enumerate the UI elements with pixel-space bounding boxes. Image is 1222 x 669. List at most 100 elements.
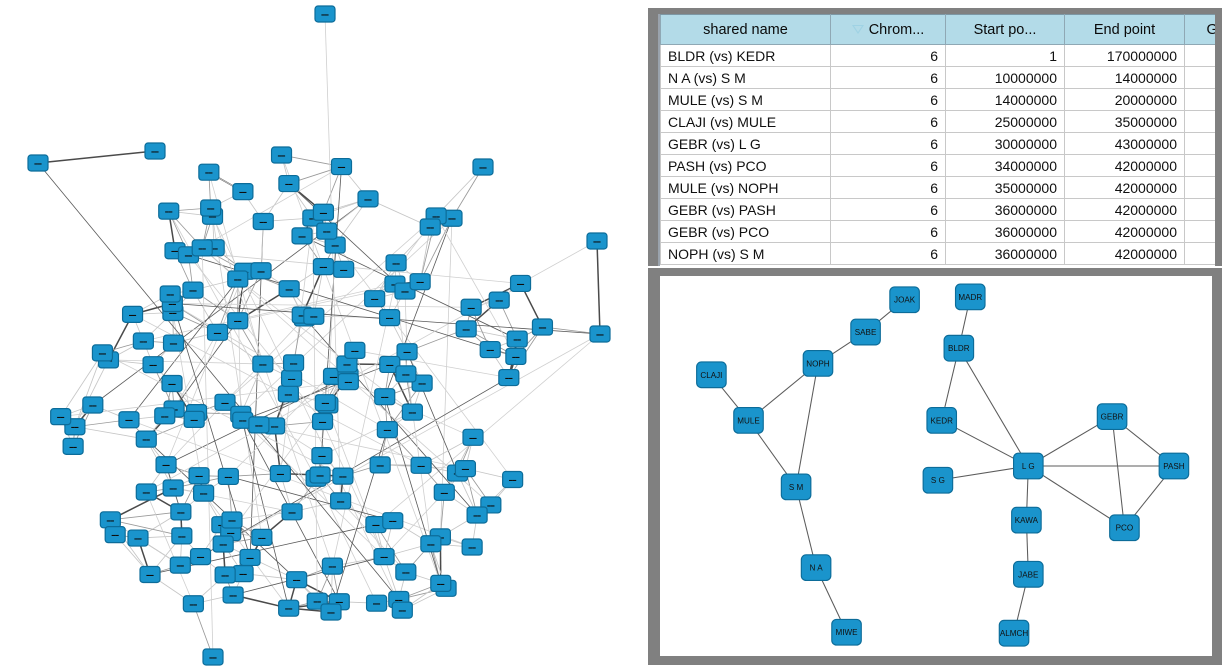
full-network-node-shape[interactable] [182, 595, 204, 613]
full-network-node[interactable]: ▬▬ [461, 538, 483, 556]
subnetwork-node-shape[interactable] [696, 361, 727, 389]
full-network-node[interactable]: ▬▬ [395, 563, 417, 581]
full-network-node[interactable]: ▬▬ [411, 374, 433, 392]
subnetwork-node-shape[interactable] [850, 318, 881, 346]
subnetwork-node[interactable]: SABE [850, 318, 881, 346]
subnetwork-node-shape[interactable] [800, 554, 832, 582]
full-network-node-shape[interactable] [142, 356, 164, 374]
full-network-node[interactable]: ▬▬ [454, 460, 477, 478]
subnetwork-node[interactable]: MULE [733, 407, 764, 434]
full-network-node[interactable]: ▬▬ [460, 298, 482, 316]
full-network-node[interactable]: ▬▬ [364, 290, 386, 308]
full-network-node-shape[interactable] [251, 528, 273, 546]
subnetwork-node-shape[interactable] [1109, 514, 1140, 542]
full-network-node[interactable]: ▬▬ [330, 492, 352, 510]
full-network-node[interactable]: ▬▬ [333, 260, 355, 278]
full-network-node-shape[interactable] [159, 285, 181, 303]
full-network-node[interactable]: ▬▬ [91, 344, 114, 362]
full-network-node[interactable]: ▬▬ [420, 535, 442, 553]
full-network-node[interactable]: ▬▬ [309, 466, 331, 484]
full-network-node[interactable]: ▬▬ [280, 369, 303, 387]
full-network-node[interactable]: ▬▬ [82, 396, 104, 414]
full-network-node[interactable]: ▬▬ [369, 456, 391, 474]
full-network-node[interactable]: ▬▬ [382, 512, 404, 530]
full-network-node[interactable]: ▬▬ [118, 411, 140, 429]
full-network-node-shape[interactable] [188, 467, 210, 485]
full-network-node-shape[interactable] [433, 483, 455, 501]
full-network-node[interactable]: ▬▬ [142, 356, 164, 374]
full-network-node-shape[interactable] [330, 157, 353, 176]
full-network-node[interactable]: ▬▬ [121, 305, 144, 323]
full-network-node-shape[interactable] [227, 270, 249, 288]
subnetwork-node-shape[interactable] [922, 466, 954, 494]
full-network-node[interactable]: ▬▬ [139, 565, 161, 584]
full-network-node[interactable]: ▬▬ [320, 603, 342, 621]
full-network-node-shape[interactable] [200, 199, 222, 217]
full-network-node-shape[interactable] [505, 347, 527, 366]
full-network-node[interactable]: ▬▬ [222, 586, 244, 604]
full-network-node[interactable]: ▬▬ [506, 330, 528, 348]
full-network-node-shape[interactable] [472, 158, 494, 176]
full-network-node[interactable]: ▬▬ [206, 323, 229, 341]
full-network-node[interactable]: ▬▬ [378, 309, 401, 327]
full-network-node-shape[interactable] [269, 464, 292, 483]
subnetwork-svg[interactable]: CLAJI MULE NOPH SABE JOAK S M N A MIWE MADR BLDR K… [660, 276, 1212, 656]
full-network-node[interactable]: ▬▬ [337, 373, 359, 391]
full-network-node[interactable]: ▬▬ [227, 270, 249, 288]
full-network-node-shape[interactable] [502, 470, 524, 489]
full-network-node-shape[interactable] [509, 274, 532, 293]
full-network-node-shape[interactable] [189, 547, 212, 566]
full-network-node-shape[interactable] [378, 309, 401, 327]
subnetwork-edge[interactable] [795, 486, 817, 568]
full-network-node[interactable]: ▬▬ [502, 470, 524, 489]
full-network-node-shape[interactable] [385, 254, 407, 272]
full-network-node-shape[interactable] [311, 447, 333, 465]
table-row[interactable]: PASH (vs) PCO6340000004200000011.4 [660, 154, 1215, 177]
subnetwork-node[interactable]: CLAJI [696, 361, 727, 389]
full-network-node[interactable]: ▬▬ [182, 281, 204, 299]
full-network-node[interactable]: ▬▬ [379, 355, 401, 374]
full-network-node-shape[interactable] [252, 212, 274, 231]
subnetwork-node-shape[interactable] [733, 407, 764, 434]
full-network-node[interactable]: ▬▬ [198, 163, 220, 181]
full-network-node-shape[interactable] [170, 503, 192, 521]
full-network-node-shape[interactable] [154, 407, 176, 425]
full-network-node[interactable]: ▬▬ [135, 483, 157, 501]
table-row[interactable]: NOPH (vs) S M636000000420000009.9 [660, 242, 1215, 265]
full-network-node[interactable]: ▬▬ [505, 347, 527, 366]
full-network-node-shape[interactable] [462, 428, 484, 446]
full-network-node-shape[interactable] [391, 601, 413, 619]
full-network-node[interactable]: ▬▬ [144, 142, 166, 160]
full-network-node[interactable]: ▬▬ [154, 407, 176, 425]
full-network-node-shape[interactable] [252, 355, 274, 373]
full-network-node[interactable]: ▬▬ [373, 548, 395, 566]
column-header-chrom[interactable]: Chrom... [830, 14, 946, 45]
full-network-node[interactable]: ▬▬ [488, 291, 510, 309]
full-network-node-shape[interactable] [320, 603, 342, 621]
subnetwork-node-shape[interactable] [780, 473, 812, 501]
full-network-node-shape[interactable] [104, 526, 126, 544]
full-network-node[interactable]: ▬▬ [303, 307, 325, 325]
full-network-node[interactable]: ▬▬ [365, 594, 388, 612]
full-network-node[interactable]: ▬▬ [252, 212, 274, 231]
subnetwork-node-shape[interactable] [831, 618, 862, 646]
full-network-node-shape[interactable] [202, 648, 224, 666]
full-network-node[interactable]: ▬▬ [214, 566, 236, 584]
subnetwork-node-shape[interactable] [1158, 452, 1190, 480]
full-network-node-shape[interactable] [365, 594, 388, 612]
full-network-node[interactable]: ▬▬ [498, 368, 520, 387]
full-network-node[interactable]: ▬▬ [232, 183, 254, 201]
full-network-node-shape[interactable] [118, 411, 140, 429]
subnetwork-node[interactable]: PCO [1109, 514, 1140, 542]
full-network-node[interactable]: ▬▬ [586, 232, 608, 250]
full-network-node-shape[interactable] [401, 403, 423, 421]
full-network-node-shape[interactable] [479, 340, 501, 359]
full-network-node[interactable]: ▬▬ [374, 388, 396, 406]
full-network-node[interactable]: ▬▬ [278, 599, 300, 617]
full-network-node[interactable]: ▬▬ [321, 557, 343, 575]
full-network-node-shape[interactable] [82, 396, 104, 414]
subnetwork-edge[interactable] [795, 363, 819, 487]
full-network-node[interactable]: ▬▬ [200, 199, 222, 217]
table-row[interactable]: GEBR (vs) PCO636000000420000008.4 [660, 220, 1215, 243]
full-network-node-shape[interactable] [589, 325, 611, 343]
